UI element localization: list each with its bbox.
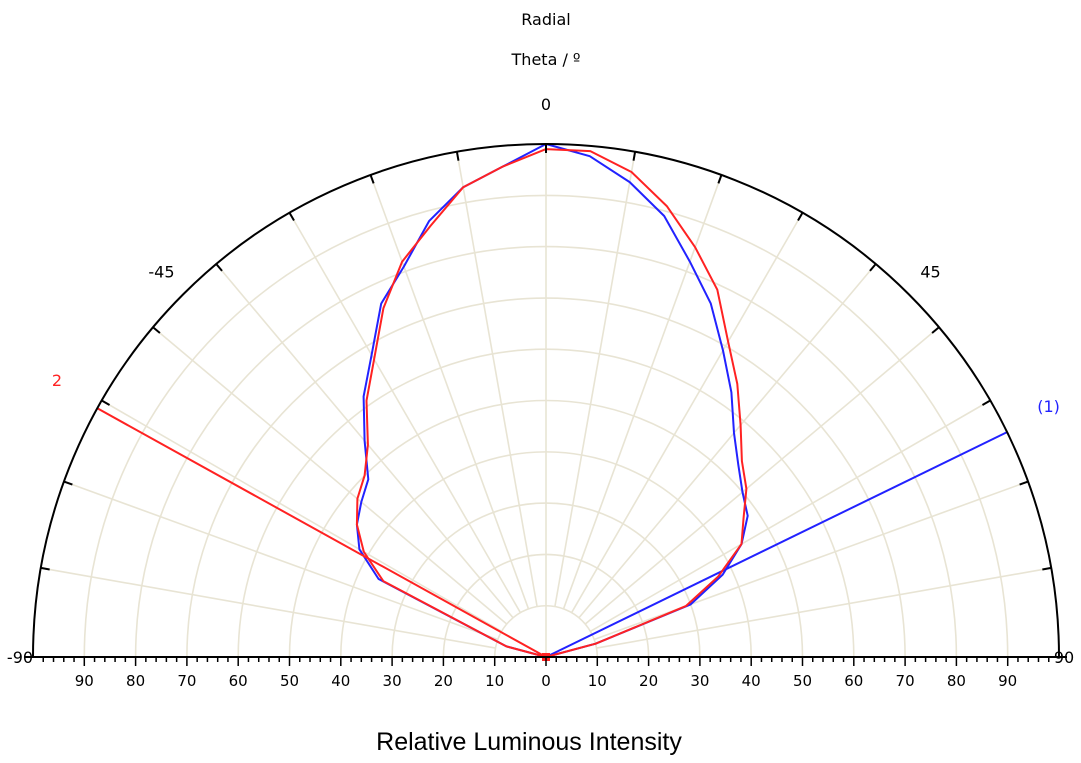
- marker-label: (1): [1037, 397, 1060, 416]
- r-tick-label: 50: [280, 672, 299, 690]
- grid-spoke: [593, 480, 1029, 641]
- theta-tick: [632, 151, 637, 161]
- grid-spoke: [554, 151, 636, 607]
- theta-tick: [1042, 566, 1052, 571]
- chart-title: Radial: [521, 10, 570, 29]
- r-tick-label: 20: [434, 672, 453, 690]
- r-tick-label: 90: [75, 672, 94, 690]
- theta-tick: [40, 566, 50, 571]
- grid-spoke: [152, 326, 508, 625]
- marker-line: [545, 431, 1008, 658]
- r-tick-label: 40: [742, 672, 761, 690]
- grid-spoke: [570, 212, 804, 613]
- axis-layer: [25, 143, 1067, 666]
- theta-tick: [215, 263, 223, 272]
- theta-tick: [369, 174, 375, 184]
- theta-tick: [1019, 480, 1029, 486]
- polar-grid: [40, 144, 1052, 658]
- theta-tick-label: -45: [148, 262, 174, 281]
- grid-spoke: [456, 151, 538, 607]
- marker-line: [96, 407, 547, 658]
- theta-tick: [455, 151, 460, 161]
- r-tick-label: 60: [844, 672, 863, 690]
- theta-tick: [981, 399, 991, 406]
- theta-tick: [797, 212, 804, 222]
- grid-spoke: [288, 212, 522, 613]
- r-tick-label: 70: [896, 672, 915, 690]
- theta-tick-label: 45: [920, 262, 940, 281]
- grid-spoke: [40, 567, 496, 649]
- r-tick-label: 40: [331, 672, 350, 690]
- theta-tick: [152, 326, 161, 334]
- grid-spoke: [578, 263, 877, 619]
- r-tick-label: 30: [383, 672, 402, 690]
- r-tick-label: 80: [947, 672, 966, 690]
- theta-tick: [931, 326, 940, 334]
- theta-tick: [101, 399, 111, 406]
- grid-spoke: [101, 399, 502, 633]
- marker-label: 2: [52, 371, 62, 390]
- r-tick-label: 50: [793, 672, 812, 690]
- theta-tick: [717, 174, 723, 184]
- r-tick-label: 0: [541, 672, 551, 690]
- grid-spoke: [584, 326, 940, 625]
- r-tick-label: 10: [485, 672, 504, 690]
- r-tick-label: 70: [177, 672, 196, 690]
- r-tick-label: 30: [690, 672, 709, 690]
- theta-tick: [869, 263, 877, 272]
- r-tick-label: 20: [639, 672, 658, 690]
- theta-tick-label: -90: [7, 648, 33, 667]
- theta-tick-label: 0: [541, 95, 551, 114]
- r-tick-label: 60: [229, 672, 248, 690]
- theta-tick: [63, 480, 73, 486]
- label-layer: 90 80 70 60 50 40 30 20 10 0 10 20 30 40 50 60 70 80 90-90…: [7, 95, 1074, 690]
- grid-spoke: [562, 174, 723, 610]
- grid-spoke: [369, 174, 530, 610]
- r-tick-label: 90: [998, 672, 1017, 690]
- series-layer: [96, 143, 1008, 661]
- series-line: [355, 148, 748, 658]
- r-tick-label: 80: [126, 672, 145, 690]
- grid-spoke: [596, 567, 1052, 649]
- x-axis-label: Relative Luminous Intensity: [376, 728, 682, 756]
- chart-subtitle: Theta / º: [511, 50, 581, 69]
- theta-tick-label: 90: [1054, 648, 1074, 667]
- grid-spoke: [590, 399, 991, 633]
- r-tick-label: 10: [588, 672, 607, 690]
- grid-spoke: [63, 480, 499, 641]
- theta-tick: [288, 212, 295, 222]
